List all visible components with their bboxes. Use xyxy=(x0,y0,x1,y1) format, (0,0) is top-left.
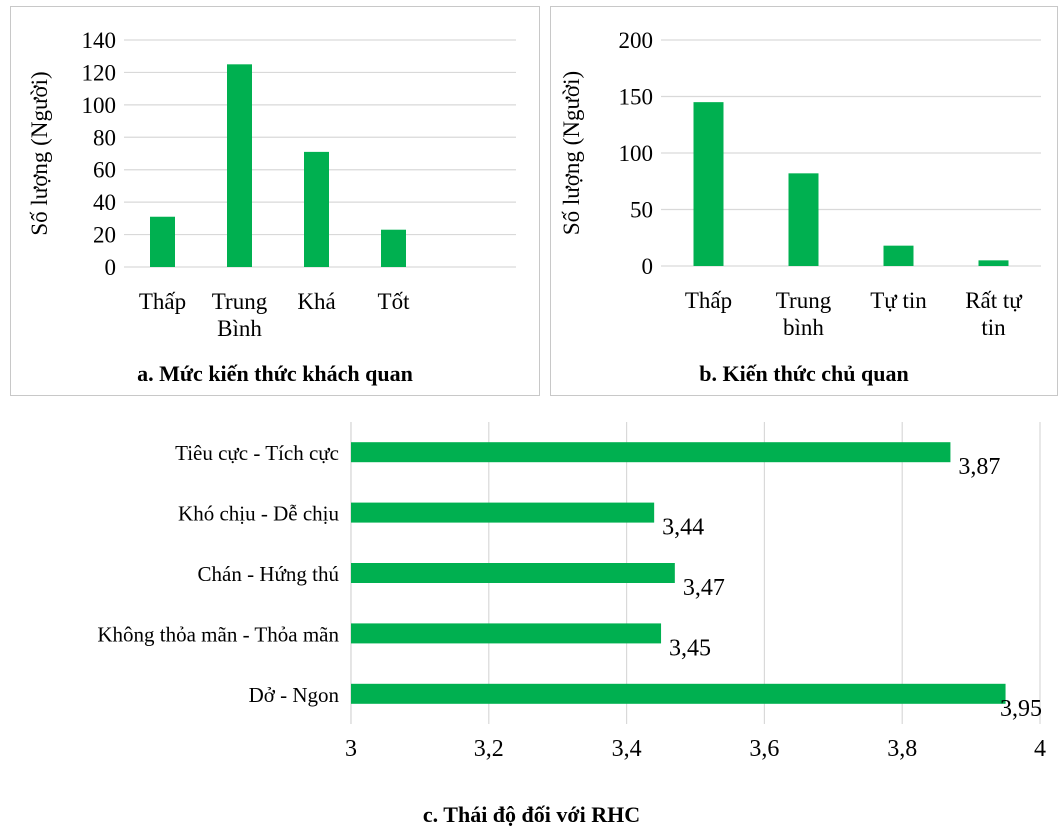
y-tick-label: 100 xyxy=(619,141,654,166)
x-tick-label: 4 xyxy=(1034,736,1046,762)
x-tick-label: 3,8 xyxy=(887,736,917,762)
y-tick-label: 100 xyxy=(82,93,117,118)
chart-a-title: a. Mức kiến thức khách quan xyxy=(137,361,413,386)
chart-c-plot: 3 3,2 3,4 3,6 3,8 4 Tiêu cực - Tích cực 3,87 Khó… xyxy=(97,422,1046,762)
chart-b-plot: 0 50 100 150 200 Số lượng (Người) Thấp Trungbìn… xyxy=(559,28,1041,340)
chart-a-plot: 0 20 40 60 80 100 120 140 Số lượng (Người) Thấp Tr… xyxy=(27,28,516,341)
y-tick-label: 40 xyxy=(93,190,116,215)
bar-c-5 xyxy=(351,683,1006,704)
chart-c-title: c. Thái độ đối với RHC xyxy=(422,802,641,827)
chart-panel-b: 0 50 100 150 200 Số lượng (Người) Thấp Trung bìn… xyxy=(550,6,1058,396)
category-label: Chán - Hứng thú xyxy=(198,562,340,586)
x-tick-label: 3,2 xyxy=(474,736,504,762)
y-tick-label: 60 xyxy=(93,158,116,183)
x-tick-label: Tốt xyxy=(378,289,411,314)
bar-b-1 xyxy=(693,102,724,267)
data-label: 3,87 xyxy=(958,454,1000,480)
x-tick-label: Thấp xyxy=(139,289,186,314)
bar-a-4 xyxy=(381,229,406,267)
y-axis-label: Số lượng (Người) xyxy=(559,71,584,235)
y-tick-label: 0 xyxy=(105,255,117,280)
y-tick-label: 20 xyxy=(93,223,116,248)
bar-b-4 xyxy=(978,260,1009,266)
x-tick-label: Trung xyxy=(776,288,832,313)
x-tick-label: Bình xyxy=(217,316,262,341)
x-tick-label: 3,6 xyxy=(749,736,779,762)
y-tick-label: 0 xyxy=(642,254,654,279)
chart-b-title: b. Kiến thức chủ quan xyxy=(699,361,909,386)
bar-a-2 xyxy=(227,64,252,267)
y-tick-label: 50 xyxy=(630,198,653,223)
data-label: 3,95 xyxy=(1000,696,1042,722)
bar-b-3 xyxy=(883,245,914,266)
y-tick-label: 150 xyxy=(619,85,654,110)
category-label: Không thỏa mãn - Thỏa mãn xyxy=(97,622,339,646)
bar-c-2 xyxy=(351,502,655,523)
x-tick-label: Rất tự xyxy=(965,288,1023,313)
category-label: Khó chịu - Dễ chịu xyxy=(178,502,339,526)
bar-c-1 xyxy=(351,442,951,463)
bar-a-1 xyxy=(150,216,175,267)
bar-c-4 xyxy=(351,623,662,644)
x-tick-label: Trung xyxy=(212,289,268,314)
y-tick-label: 200 xyxy=(619,28,654,53)
y-tick-label: 80 xyxy=(93,125,116,150)
data-label: 3,44 xyxy=(662,515,704,541)
x-tick-label: Khá xyxy=(297,289,335,314)
x-tick-label: 3 xyxy=(345,736,357,762)
data-label: 3,47 xyxy=(683,575,725,601)
category-label: Tiêu cực - Tích cực xyxy=(175,441,339,465)
bar-a-3 xyxy=(304,151,329,267)
x-tick-label: Tự tin xyxy=(870,288,927,313)
x-tick-label: 3,4 xyxy=(612,736,642,762)
y-axis-label: Số lượng (Người) xyxy=(27,71,52,235)
x-tick-label: bình xyxy=(783,315,824,340)
y-tick-label: 140 xyxy=(82,28,117,53)
bar-c-3 xyxy=(351,563,675,583)
x-tick-label: Thấp xyxy=(685,288,732,313)
data-label: 3,45 xyxy=(669,635,711,661)
bar-b-2 xyxy=(788,173,819,266)
x-tick-label: tin xyxy=(981,315,1006,340)
category-label: Dở - Ngon xyxy=(249,683,340,707)
chart-panel-a: 0 20 40 60 80 100 120 140 Số lượng (Người) Thấp Tr… xyxy=(10,6,540,396)
chart-panel-c: 3 3,2 3,4 3,6 3,8 4 Tiêu cực - Tích cực 3,87 Khó… xyxy=(0,404,1063,839)
y-tick-label: 120 xyxy=(82,60,117,85)
